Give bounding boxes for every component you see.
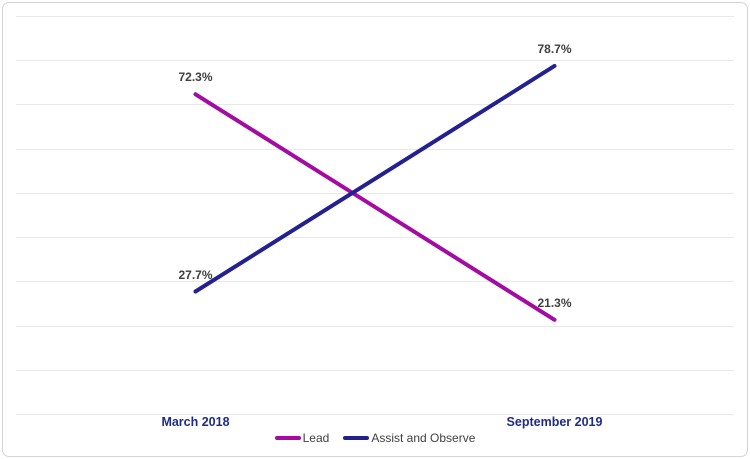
gridline-90pct xyxy=(16,16,734,17)
x-axis-label-march-2018: March 2018 xyxy=(161,415,230,429)
x-axis-label-september-2019: September 2019 xyxy=(506,415,603,429)
legend-item-assist-and-observe: Assist and Observe xyxy=(343,431,475,445)
data-label-lead-1: 21.3% xyxy=(537,295,572,310)
data-label-assist-and-observe-1: 78.7% xyxy=(537,41,572,56)
legend-swatch-assist-and-observe xyxy=(343,436,370,440)
gridline-60pct xyxy=(16,148,734,150)
gridline-20pct xyxy=(16,325,734,327)
data-label-lead-0: 72.3% xyxy=(178,70,213,85)
gridline-50pct xyxy=(16,192,734,194)
series-plot xyxy=(193,63,557,322)
gridline-70pct xyxy=(16,104,734,106)
series-line-assist-and-observe xyxy=(193,63,557,294)
legend-label-lead: Lead xyxy=(302,431,330,445)
legend-label-assist-and-observe: Assist and Observe xyxy=(371,431,476,445)
legend-item-lead: Lead xyxy=(274,431,330,445)
gridline-0pct xyxy=(16,414,734,415)
series-line-lead xyxy=(193,92,557,322)
legend-swatch-lead xyxy=(274,436,301,440)
gridline-10pct xyxy=(16,369,734,371)
gridline-80pct xyxy=(16,60,734,62)
legend: Lead Assist and Observe xyxy=(3,431,747,445)
data-label-assist-and-observe-0: 27.7% xyxy=(178,267,213,282)
gridline-30pct xyxy=(16,281,734,283)
gridline-40pct xyxy=(16,237,734,239)
